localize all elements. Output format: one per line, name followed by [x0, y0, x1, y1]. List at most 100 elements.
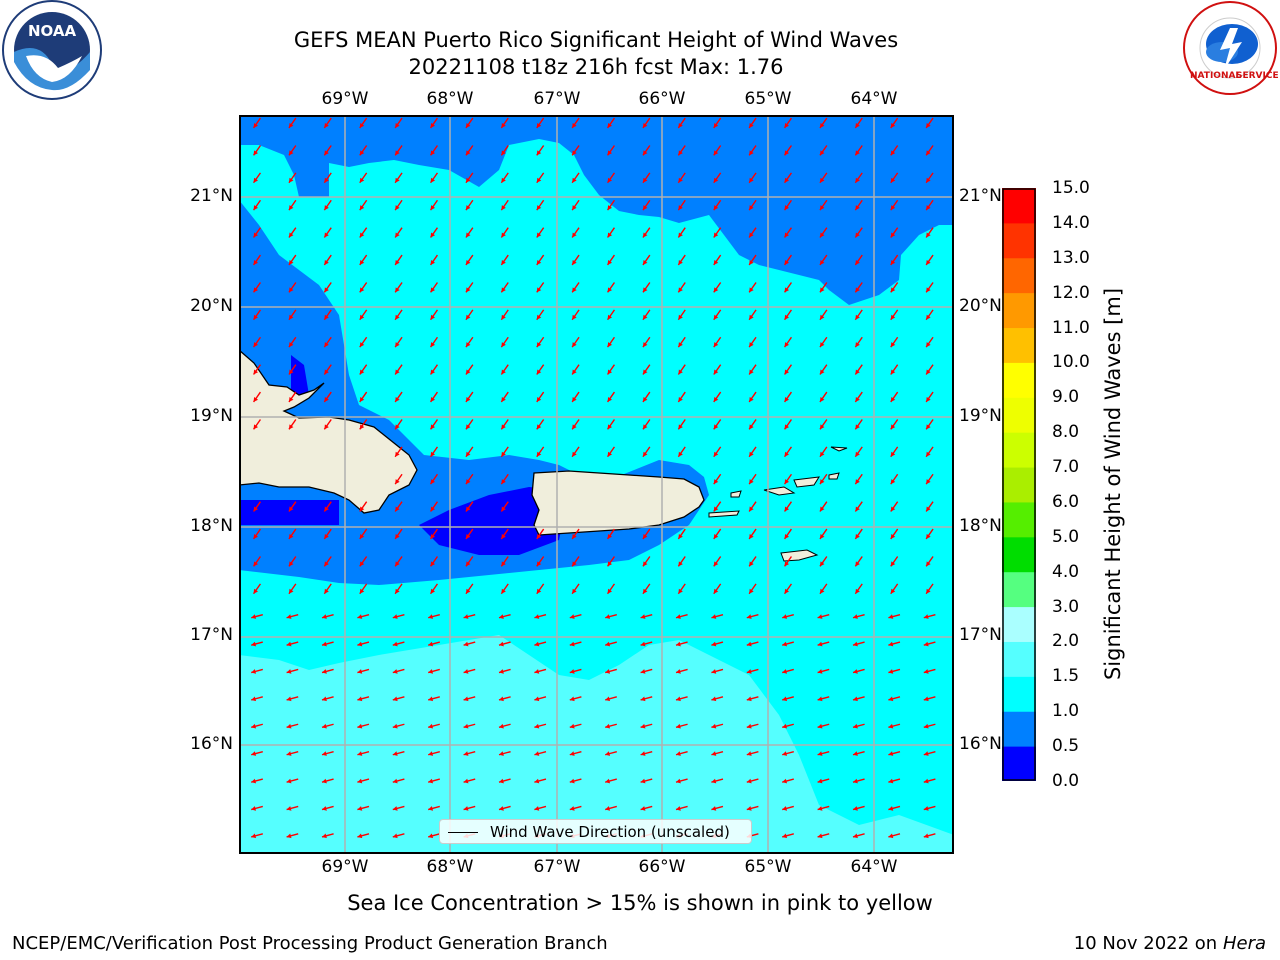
wave-direction-arrowhead	[288, 259, 294, 265]
wave-direction-arrowhead	[607, 232, 613, 238]
wave-direction-arrowhead	[678, 122, 683, 128]
wave-direction-arrowhead	[324, 150, 329, 156]
colorbar-swatch	[1002, 501, 1036, 538]
wave-direction-arrowhead	[749, 259, 754, 265]
lat-label-right-5: 16°N	[959, 734, 1002, 754]
wave-direction-arrowhead	[855, 396, 860, 402]
wave-direction-arrowhead	[359, 533, 365, 539]
wave-direction-arrowhead	[359, 506, 365, 512]
wave-direction-arrowhead	[782, 669, 788, 674]
wave-direction-arrowhead	[288, 150, 294, 156]
wave-direction-arrowhead	[817, 723, 823, 729]
wave-direction-arrowhead	[572, 177, 577, 183]
wave-direction-arrowhead	[711, 696, 717, 702]
wave-direction-arrowhead	[926, 561, 931, 567]
wave-direction-arrowhead	[251, 614, 257, 619]
wave-direction-arrowhead	[749, 451, 754, 457]
wave-direction-arrowhead	[357, 641, 363, 647]
svg-text:SERVICE: SERVICE	[1236, 71, 1279, 81]
wave-direction-arrowhead	[926, 451, 931, 457]
wave-direction-arrowhead	[782, 641, 788, 647]
wave-direction-arrowhead	[395, 314, 400, 320]
wave-direction-arrowhead	[536, 396, 542, 402]
wave-direction-arrowhead	[817, 751, 823, 756]
wave-direction-arrowhead	[536, 177, 542, 183]
wave-direction-arrowhead	[572, 396, 577, 402]
wave-direction-arrowhead	[607, 369, 613, 375]
wave-direction-arrowhead	[890, 314, 896, 320]
lat-label-left-1: 20°N	[190, 296, 233, 316]
colorbar-tick-label: 2.0	[1052, 631, 1080, 652]
wave-direction-arrowhead	[357, 669, 363, 674]
wave-direction-arrowhead	[711, 778, 717, 784]
wave-direction-arrowhead	[359, 232, 365, 238]
wave-direction-arrowhead	[923, 614, 929, 619]
wave-direction-arrowhead	[286, 614, 292, 619]
colorbar-tick-label: 14.0	[1052, 212, 1090, 233]
wave-direction-arrowhead	[642, 150, 648, 156]
wave-direction-arrowhead	[640, 778, 646, 784]
wave-direction-arrowhead	[713, 122, 719, 128]
wave-direction-arrowhead	[465, 369, 471, 375]
wave-direction-arrowhead	[357, 751, 363, 756]
wave-direction-arrowhead	[395, 259, 400, 265]
wave-direction-arrowhead	[324, 561, 329, 567]
wave-direction-arrowhead	[926, 479, 931, 485]
wave-direction-arrowhead	[676, 696, 681, 702]
wave-direction-arrowhead	[784, 342, 790, 348]
wave-direction-arrowhead	[463, 778, 469, 784]
wave-direction-arrowhead	[534, 641, 540, 647]
wave-direction-arrowhead	[678, 369, 683, 375]
wave-direction-arrowhead	[853, 833, 858, 839]
wave-direction-arrowhead	[392, 723, 398, 729]
wave-direction-arrowhead	[607, 122, 613, 128]
puerto-rico	[531, 470, 705, 536]
lon-label-bottom-0: 69°W	[321, 857, 369, 877]
wave-direction-arrowhead	[286, 669, 292, 674]
wave-direction-arrowhead	[926, 424, 931, 430]
wave-direction-arrowhead	[678, 342, 683, 348]
wave-region-0.5-1-north	[239, 115, 954, 305]
wave-direction-arrowhead	[536, 342, 542, 348]
wave-direction-arrowhead	[324, 287, 329, 293]
wave-direction-arrowhead	[819, 369, 825, 375]
wave-direction-arrowhead	[640, 614, 646, 619]
wave-direction-arrowhead	[817, 778, 823, 784]
wave-direction-arrowhead	[746, 723, 752, 729]
colorbar-swatch	[1002, 711, 1036, 747]
wave-direction-arrowhead	[713, 342, 719, 348]
wave-direction-arrowhead	[607, 287, 613, 293]
wave-direction-arrowhead	[395, 533, 400, 539]
colorbar-tick-label: 1.0	[1052, 701, 1080, 722]
wave-direction-arrowhead	[819, 205, 825, 211]
wave-direction-arrowhead	[286, 696, 292, 702]
wave-direction-arrowhead	[855, 424, 860, 430]
lon-label-bottom-1: 68°W	[426, 857, 474, 877]
wave-direction-arrowhead	[357, 778, 363, 784]
wave-direction-arrowhead	[465, 314, 471, 320]
wave-direction-arrowhead	[465, 259, 471, 265]
wave-direction-arrowhead	[819, 424, 825, 430]
wave-direction-arrowhead	[676, 723, 681, 729]
footer-date: 10 Nov 2022 on Hera	[1074, 933, 1266, 954]
wave-direction-arrowhead	[853, 614, 858, 619]
wave-direction-arrowhead	[746, 641, 752, 647]
wave-direction-arrowhead	[501, 314, 506, 320]
wave-direction-arrowhead	[855, 533, 860, 539]
wave-direction-arrowhead	[253, 314, 259, 320]
wave-direction-arrowhead	[501, 205, 506, 211]
wave-direction-arrowhead	[784, 287, 790, 293]
wave-direction-arrowhead	[746, 669, 752, 674]
wave-direction-arrowhead	[572, 232, 577, 238]
wave-direction-arrowhead	[536, 561, 542, 567]
wave-direction-arrowhead	[890, 369, 896, 375]
wave-direction-arrowhead	[465, 177, 471, 183]
colorbar-tick-label: 1.5	[1052, 666, 1080, 687]
wave-direction-arrowhead	[784, 424, 790, 430]
wave-direction-arrowhead	[501, 533, 506, 539]
wave-direction-arrowhead	[534, 806, 540, 811]
wave-direction-arrowhead	[499, 778, 504, 784]
colorbar-label: Significant Height of Wind Waves [m]	[1101, 287, 1125, 681]
wave-direction-arrowhead	[749, 588, 754, 594]
wave-direction-arrowhead	[572, 451, 577, 457]
